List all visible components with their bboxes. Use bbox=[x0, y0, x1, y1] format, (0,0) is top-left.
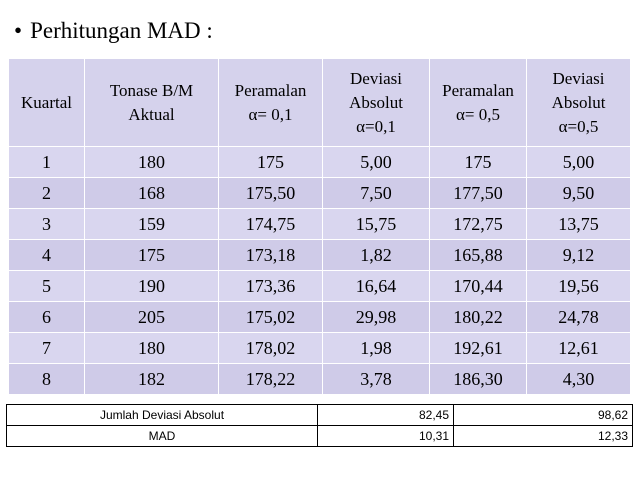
table-cell-tonase-aktual: 175 bbox=[84, 239, 219, 271]
column-header-line: Peramalan bbox=[442, 80, 514, 100]
table-row: 4 175 173,18 1,82 165,88 9,12 bbox=[8, 239, 631, 271]
table-cell-tonase-aktual: 180 bbox=[84, 332, 219, 364]
table-cell-peramalan-alpha05: 175 bbox=[429, 146, 527, 178]
table-cell-kuartal: 1 bbox=[8, 146, 85, 178]
column-header-deviasi-alpha05: Deviasi Absolut α=0,5 bbox=[526, 58, 631, 147]
column-header-line: Deviasi bbox=[350, 68, 402, 88]
table-cell-peramalan-alpha05: 192,61 bbox=[429, 332, 527, 364]
summary-table: Jumlah Deviasi Absolut 82,45 98,62 MAD 1… bbox=[6, 404, 633, 447]
table-cell-deviasi-alpha05: 24,78 bbox=[526, 301, 631, 333]
table-cell-deviasi-alpha01: 5,00 bbox=[322, 146, 430, 178]
column-header-line: Tonase B/M bbox=[109, 80, 194, 100]
table-cell-kuartal: 7 bbox=[8, 332, 85, 364]
table-cell-peramalan-alpha01: 175,02 bbox=[218, 301, 323, 333]
slide-title: • Perhitungan MAD : bbox=[14, 16, 213, 46]
table-body: 1 180 175 5,00 175 5,00 2 168 175,50 7,50 177,50 9,… bbox=[8, 146, 631, 395]
table-cell-kuartal: 2 bbox=[8, 177, 85, 209]
table-cell-tonase-aktual: 205 bbox=[84, 301, 219, 333]
table-row: 5 190 173,36 16,64 170,44 19,56 bbox=[8, 270, 631, 302]
column-header-line: Kuartal bbox=[21, 92, 72, 112]
table-cell-deviasi-alpha05: 13,75 bbox=[526, 208, 631, 240]
table-row: 8 182 178,22 3,78 186,30 4,30 bbox=[8, 363, 631, 395]
summary-row-mad: MAD 10,31 12,33 bbox=[6, 425, 633, 447]
table-cell-kuartal: 8 bbox=[8, 363, 85, 395]
table-cell-tonase-aktual: 168 bbox=[84, 177, 219, 209]
summary-mad-alpha01: 10,31 bbox=[317, 425, 454, 447]
table-row: 7 180 178,02 1,98 192,61 12,61 bbox=[8, 332, 631, 364]
table-cell-peramalan-alpha01: 178,02 bbox=[218, 332, 323, 364]
table-cell-tonase-aktual: 190 bbox=[84, 270, 219, 302]
table-cell-tonase-aktual: 159 bbox=[84, 208, 219, 240]
column-header-peramalan-alpha01: Peramalan α= 0,1 bbox=[218, 58, 323, 147]
column-header-line: α= 0,1 bbox=[248, 104, 293, 124]
table-cell-peramalan-alpha01: 173,36 bbox=[218, 270, 323, 302]
table-cell-peramalan-alpha01: 178,22 bbox=[218, 363, 323, 395]
table-cell-peramalan-alpha05: 172,75 bbox=[429, 208, 527, 240]
table-cell-peramalan-alpha05: 165,88 bbox=[429, 239, 527, 271]
column-header-peramalan-alpha05: Peramalan α= 0,5 bbox=[429, 58, 527, 147]
table-cell-deviasi-alpha01: 16,64 bbox=[322, 270, 430, 302]
summary-jumlah-alpha01: 82,45 bbox=[317, 404, 454, 426]
table-row: 2 168 175,50 7,50 177,50 9,50 bbox=[8, 177, 631, 209]
column-header-line: Absolut bbox=[551, 92, 606, 112]
column-header-line: Absolut bbox=[349, 92, 403, 112]
table-cell-deviasi-alpha01: 3,78 bbox=[322, 363, 430, 395]
table-cell-deviasi-alpha05: 9,50 bbox=[526, 177, 631, 209]
table-row: 6 205 175,02 29,98 180,22 24,78 bbox=[8, 301, 631, 333]
table-cell-peramalan-alpha05: 180,22 bbox=[429, 301, 527, 333]
table-cell-deviasi-alpha05: 9,12 bbox=[526, 239, 631, 271]
table-cell-kuartal: 5 bbox=[8, 270, 85, 302]
table-cell-deviasi-alpha01: 1,82 bbox=[322, 239, 430, 271]
table-cell-kuartal: 6 bbox=[8, 301, 85, 333]
table-cell-peramalan-alpha01: 175 bbox=[218, 146, 323, 178]
table-cell-deviasi-alpha05: 4,30 bbox=[526, 363, 631, 395]
summary-mad-alpha05: 12,33 bbox=[453, 425, 633, 447]
column-header-line: Deviasi bbox=[552, 68, 605, 88]
table-cell-kuartal: 3 bbox=[8, 208, 85, 240]
column-header-line: α= 0,5 bbox=[456, 104, 500, 124]
table-cell-deviasi-alpha01: 29,98 bbox=[322, 301, 430, 333]
table-cell-peramalan-alpha05: 186,30 bbox=[429, 363, 527, 395]
table-cell-tonase-aktual: 182 bbox=[84, 363, 219, 395]
mad-table: Kuartal Tonase B/M Aktual Peramalan α= 0,1 De… bbox=[8, 58, 631, 395]
table-row: 3 159 174,75 15,75 172,75 13,75 bbox=[8, 208, 631, 240]
summary-jumlah-alpha05: 98,62 bbox=[453, 404, 633, 426]
column-header-line: α=0,5 bbox=[558, 116, 599, 136]
table-header-row: Kuartal Tonase B/M Aktual Peramalan α= 0,1 De… bbox=[8, 58, 631, 147]
table-cell-deviasi-alpha05: 5,00 bbox=[526, 146, 631, 178]
bullet-icon: • bbox=[14, 18, 23, 43]
table-cell-deviasi-alpha01: 7,50 bbox=[322, 177, 430, 209]
table-cell-peramalan-alpha01: 173,18 bbox=[218, 239, 323, 271]
table-cell-deviasi-alpha01: 1,98 bbox=[322, 332, 430, 364]
column-header-deviasi-alpha01: Deviasi Absolut α=0,1 bbox=[322, 58, 430, 147]
table-row: 1 180 175 5,00 175 5,00 bbox=[8, 146, 631, 178]
table-cell-peramalan-alpha05: 170,44 bbox=[429, 270, 527, 302]
summary-row-jumlah: Jumlah Deviasi Absolut 82,45 98,62 bbox=[6, 404, 633, 426]
table-cell-deviasi-alpha05: 19,56 bbox=[526, 270, 631, 302]
column-header-kuartal: Kuartal bbox=[8, 58, 85, 147]
table-cell-peramalan-alpha01: 174,75 bbox=[218, 208, 323, 240]
slide-title-text: Perhitungan MAD : bbox=[30, 18, 213, 43]
column-header-line: Peramalan bbox=[234, 80, 307, 100]
column-header-tonase-aktual: Tonase B/M Aktual bbox=[84, 58, 219, 147]
summary-label-jumlah: Jumlah Deviasi Absolut bbox=[6, 404, 318, 426]
column-header-line: α=0,1 bbox=[356, 116, 396, 136]
table-cell-peramalan-alpha01: 175,50 bbox=[218, 177, 323, 209]
table-cell-peramalan-alpha05: 177,50 bbox=[429, 177, 527, 209]
summary-label-mad: MAD bbox=[6, 425, 318, 447]
table-cell-deviasi-alpha01: 15,75 bbox=[322, 208, 430, 240]
column-header-line: Aktual bbox=[128, 104, 175, 124]
table-cell-tonase-aktual: 180 bbox=[84, 146, 219, 178]
table-cell-deviasi-alpha05: 12,61 bbox=[526, 332, 631, 364]
table-cell-kuartal: 4 bbox=[8, 239, 85, 271]
